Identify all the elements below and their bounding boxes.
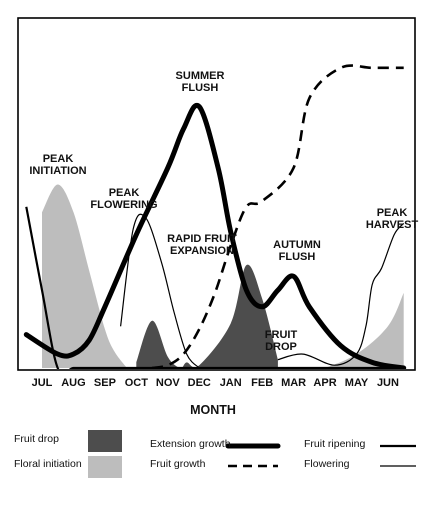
x-axis-label: MONTH [190, 403, 236, 417]
series-extension-growth-line [23, 102, 407, 369]
x-tick-may: MAY [345, 377, 369, 389]
series-floral-initiation-part2-area [325, 292, 404, 368]
x-tick-jun: JUN [377, 377, 399, 389]
annotation-peak-initiation: PEAK INITIATION [29, 153, 86, 177]
series-fruit-drop-area [136, 264, 278, 369]
x-tick-feb: FEB [251, 377, 273, 389]
legend-extension-growth-label: Extension growth [150, 438, 231, 450]
x-tick-mar: MAR [281, 377, 306, 389]
legend-floral-initiation-label: Floral initiation [14, 458, 82, 470]
x-tick-sep: SEP [94, 377, 116, 389]
x-tick-jul: JUL [32, 377, 53, 389]
x-tick-jan: JAN [220, 377, 242, 389]
legend-fruit-drop-item: Fruit drop [14, 430, 122, 452]
annotation-autumn-flush: AUTUMN FLUSH [273, 239, 321, 263]
legend-fruit-ripening-item: Fruit ripening [304, 438, 416, 450]
legend-floral-initiation-item: Floral initiation [14, 456, 122, 478]
x-tick-oct: OCT [125, 377, 149, 389]
annotation-summer-flush: SUMMER FLUSH [176, 70, 225, 94]
line-layer [23, 64, 407, 369]
legend: Fruit drop Floral initiation Extension gro… [14, 430, 416, 478]
annotation-fruit-drop: FRUIT DROP [265, 329, 298, 353]
legend-floral-initiation-swatch [88, 456, 122, 478]
series-fruit-ripening-line [25, 206, 404, 369]
legend-fruit-drop-label: Fruit drop [14, 433, 59, 445]
x-tick-nov: NOV [156, 377, 181, 389]
legend-fruit-growth-label: Fruit growth [150, 458, 206, 470]
legend-extension-growth-item: Extension growth [150, 438, 281, 450]
legend-fruit-drop-swatch [88, 430, 122, 452]
series-floral-initiation-area [42, 184, 127, 368]
series-flowering-line [120, 213, 200, 369]
plot-frame [17, 17, 416, 371]
annotation-rapid-fruit-expansion: RAPID FRUIT EXPANSION [167, 233, 237, 257]
x-tick-aug: AUG [61, 377, 85, 389]
x-tick-apr: APR [313, 377, 336, 389]
x-tick-dec: DEC [188, 377, 211, 389]
series-flowering-part2-line [277, 222, 405, 366]
legend-flowering-item: Flowering [304, 458, 416, 470]
legend-fruit-growth-item: Fruit growth [150, 458, 278, 470]
legend-flowering-label: Flowering [304, 458, 350, 470]
annotation-peak-harvest: PEAK HARVEST [366, 207, 419, 231]
annotation-peak-flowering: PEAK FLOWERING [90, 187, 157, 211]
area-layer [42, 184, 404, 369]
legend-fruit-ripening-label: Fruit ripening [304, 438, 365, 450]
x-tick-layer: JUL AUG SEP OCT NOV DEC JAN FEB MAR APR MAY JUN [32, 377, 399, 389]
